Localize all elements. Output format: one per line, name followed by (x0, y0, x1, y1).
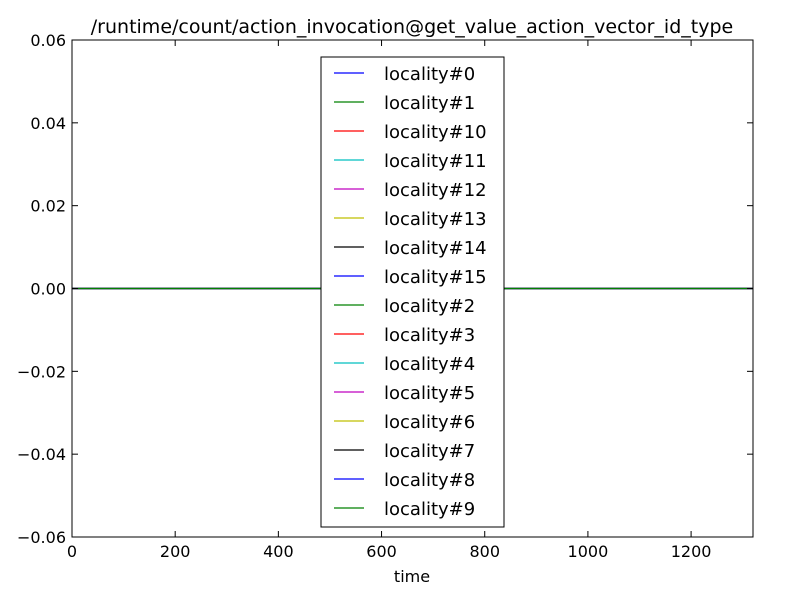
axis-ticks: 0 200 400 600 800 1000 1200 0.06 0.04 0.02 0.00 −0.… (17, 31, 753, 561)
legend-item: locality#5 (334, 383, 475, 404)
legend-item: locality#1 (334, 93, 475, 114)
legend-box (320, 56, 505, 528)
plot-frame (71, 39, 754, 538)
legend-label: locality#13 (384, 209, 487, 230)
legend-label: locality#14 (384, 238, 487, 259)
x-tick-label: 200 (160, 542, 191, 561)
legend-label: locality#10 (384, 122, 487, 143)
legend-label: locality#6 (384, 412, 475, 433)
legend-item: locality#2 (334, 296, 475, 317)
legend-item: locality#9 (334, 499, 475, 520)
x-tick-label: 0 (67, 542, 77, 561)
x-tick-label: 1000 (568, 542, 609, 561)
legend-item: locality#7 (334, 441, 475, 462)
legend-label: locality#2 (384, 296, 475, 317)
legend-label: locality#8 (384, 470, 475, 491)
legend: locality#0 locality#1 locality#10 locality#… (320, 56, 505, 528)
legend-item: locality#3 (334, 325, 475, 346)
x-tick-label: 400 (263, 542, 294, 561)
x-tick-label: 600 (366, 542, 397, 561)
legend-item: locality#6 (334, 412, 475, 433)
legend-label: locality#1 (384, 93, 475, 114)
y-tick-label: 0.06 (30, 31, 66, 50)
y-tick-label: −0.06 (17, 528, 66, 547)
y-tick-label: −0.02 (17, 362, 66, 381)
y-tick-label: 0.02 (30, 197, 66, 216)
legend-label: locality#4 (384, 354, 475, 375)
y-tick-label: 0.04 (30, 114, 66, 133)
legend-item: locality#15 (334, 267, 487, 288)
legend-label: locality#5 (384, 383, 475, 404)
legend-label: locality#9 (384, 499, 475, 520)
chart-title: /runtime/count/action_invocation@get_val… (91, 16, 733, 38)
legend-label: locality#15 (384, 267, 487, 288)
legend-label: locality#12 (384, 180, 487, 201)
x-axis-title: time (394, 567, 430, 586)
legend-item: locality#4 (334, 354, 475, 375)
legend-item: locality#10 (334, 122, 487, 143)
y-tick-label: −0.04 (17, 445, 66, 464)
y-tick-label: 0.00 (30, 280, 66, 299)
x-tick-label: 1200 (671, 542, 712, 561)
legend-item: locality#11 (334, 151, 487, 172)
legend-label: locality#11 (384, 151, 487, 172)
legend-item: locality#14 (334, 238, 487, 259)
legend-item: locality#12 (334, 180, 487, 201)
legend-item: locality#0 (334, 64, 475, 85)
legend-label: locality#3 (384, 325, 475, 346)
legend-item: locality#8 (334, 470, 475, 491)
legend-label: locality#7 (384, 441, 475, 462)
legend-item: locality#13 (334, 209, 487, 230)
legend-label: locality#0 (384, 64, 475, 85)
x-tick-label: 800 (469, 542, 500, 561)
